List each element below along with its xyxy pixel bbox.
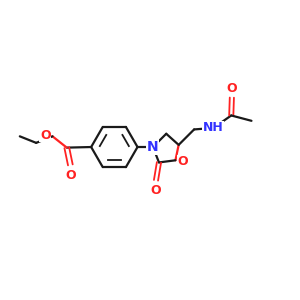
Text: O: O	[226, 82, 237, 95]
Text: O: O	[40, 129, 51, 142]
Text: N: N	[147, 140, 159, 154]
Text: NH: NH	[203, 122, 224, 134]
Text: O: O	[178, 155, 188, 168]
Text: O: O	[151, 184, 161, 197]
Text: O: O	[65, 169, 76, 182]
